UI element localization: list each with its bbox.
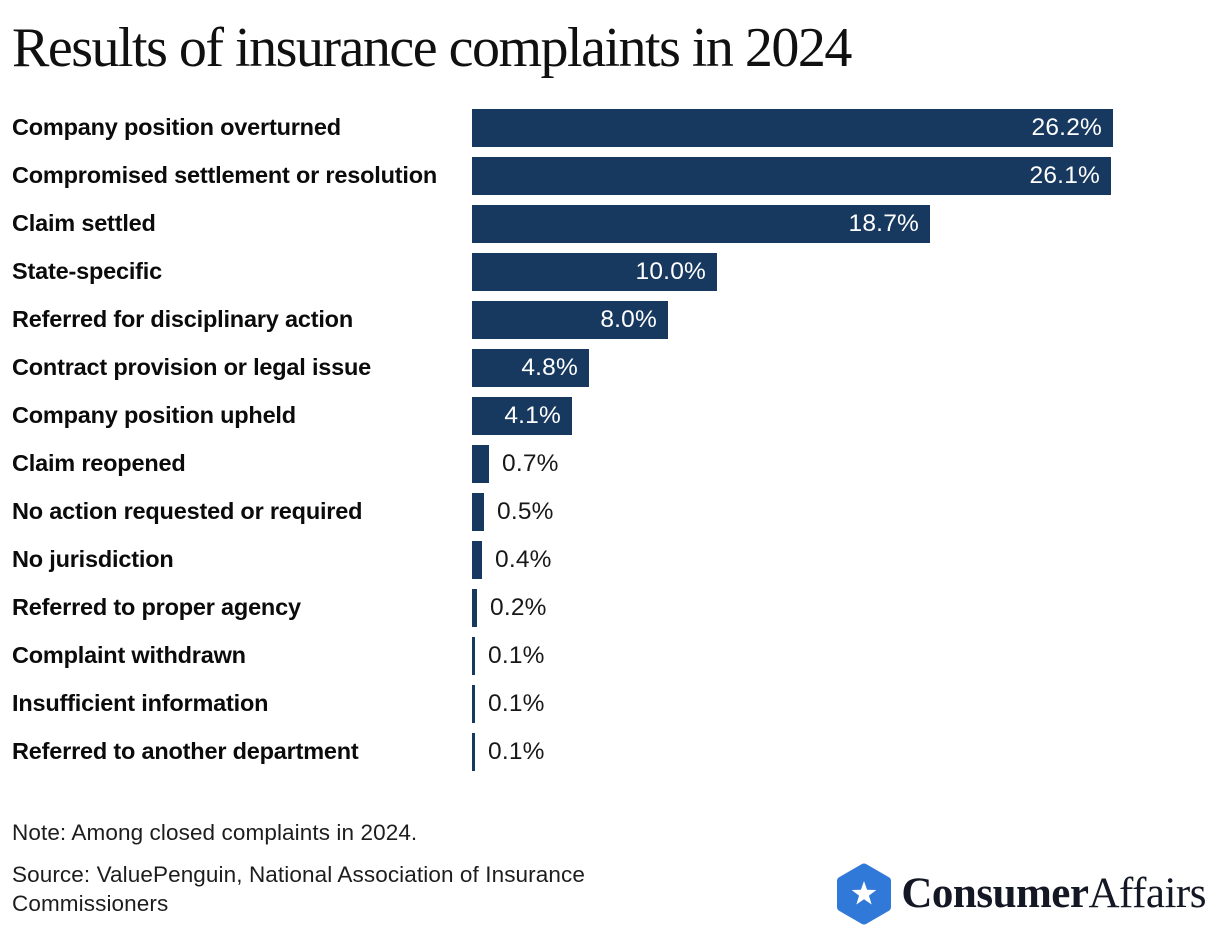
bar-zone: 26.2% (472, 108, 1208, 147)
category-label: Contract provision or legal issue (12, 353, 372, 380)
category-label: No action requested or required (12, 497, 363, 524)
chart-row: Company position overturned 26.2% (12, 104, 1208, 152)
source-text: Source: ValuePenguin, National Associati… (12, 861, 585, 917)
bar (472, 540, 482, 579)
bar-chart: Company position overturned 26.2% Compro… (12, 104, 1208, 776)
consumeraffairs-logo: ConsumerAffairs (834, 862, 1206, 926)
chart-row: Claim settled 18.7% (12, 200, 1208, 248)
bar-zone: 0.7% (472, 444, 1208, 483)
value-label-outside: 0.2% (490, 593, 547, 621)
value-label-outside: 0.4% (495, 545, 552, 573)
value-label-inside: 10.0% (635, 257, 706, 285)
chart-row: Claim reopened 0.7% (12, 440, 1208, 488)
chart-row: State-specific 10.0% (12, 248, 1208, 296)
value-label-outside: 0.1% (488, 641, 545, 669)
value-label-inside: 4.1% (504, 401, 561, 429)
bar-zone: 4.1% (472, 396, 1208, 435)
chart-title: Results of insurance complaints in 2024 (12, 17, 852, 79)
value-label-inside: 8.0% (600, 305, 657, 333)
bar (472, 588, 477, 627)
bar: 10.0% (472, 252, 717, 291)
value-label-inside: 18.7% (848, 209, 919, 237)
bar (472, 636, 475, 675)
bar: 18.7% (472, 204, 930, 243)
category-label: Insufficient information (12, 689, 269, 716)
bar (472, 684, 475, 723)
category-label: No jurisdiction (12, 545, 174, 572)
category-label: Referred to another department (12, 737, 359, 764)
bar: 4.8% (472, 348, 589, 387)
category-label: Claim reopened (12, 449, 186, 476)
bar-zone: 0.2% (472, 588, 1208, 627)
category-label: Complaint withdrawn (12, 641, 246, 668)
bar (472, 732, 475, 771)
category-label: Claim settled (12, 209, 156, 236)
value-label-outside: 0.1% (488, 737, 545, 765)
bar (472, 444, 489, 483)
chart-row: Contract provision or legal issue 4.8% (12, 344, 1208, 392)
chart-row: Referred to another department 0.1% (12, 728, 1208, 776)
bar: 26.2% (472, 108, 1113, 147)
bar (472, 492, 484, 531)
logo-wordmark-regular: Affairs (1088, 870, 1206, 918)
chart-row: No action requested or required 0.5% (12, 488, 1208, 536)
value-label-inside: 4.8% (521, 353, 578, 381)
value-label-inside: 26.1% (1029, 161, 1100, 189)
chart-row: Referred for disciplinary action 8.0% (12, 296, 1208, 344)
bar-zone: 10.0% (472, 252, 1208, 291)
footer: Source: ValuePenguin, National Associati… (12, 860, 1208, 926)
bar-zone: 26.1% (472, 156, 1208, 195)
category-label: State-specific (12, 257, 163, 284)
logo-wordmark: ConsumerAffairs (901, 869, 1206, 918)
bar-zone: 0.5% (472, 492, 1208, 531)
bar-zone: 0.4% (472, 540, 1208, 579)
bar: 4.1% (472, 396, 572, 435)
bar-zone: 4.8% (472, 348, 1208, 387)
value-label-outside: 0.5% (497, 497, 554, 525)
value-label-outside: 0.7% (502, 449, 559, 477)
category-label: Referred for disciplinary action (12, 305, 353, 332)
hexagon-star-icon (837, 863, 892, 925)
category-label: Compromised settlement or resolution (12, 161, 438, 188)
category-label: Referred to proper agency (12, 593, 301, 620)
note-text: Note: Among closed complaints in 2024. (12, 819, 418, 845)
chart-row: Complaint withdrawn 0.1% (12, 632, 1208, 680)
bar-zone: 0.1% (472, 732, 1208, 771)
bar: 8.0% (472, 300, 668, 339)
bar-zone: 18.7% (472, 204, 1208, 243)
bar-zone: 0.1% (472, 684, 1208, 723)
value-label-outside: 0.1% (488, 689, 545, 717)
bar-zone: 8.0% (472, 300, 1208, 339)
chart-row: No jurisdiction 0.4% (12, 536, 1208, 584)
bar-zone: 0.1% (472, 636, 1208, 675)
logo-wordmark-bold: Consumer (901, 870, 1089, 918)
bar: 26.1% (472, 156, 1111, 195)
chart-row: Referred to proper agency 0.2% (12, 584, 1208, 632)
category-label: Company position upheld (12, 401, 296, 428)
chart-row: Compromised settlement or resolution 26.… (12, 152, 1208, 200)
chart-row: Company position upheld 4.1% (12, 392, 1208, 440)
value-label-inside: 26.2% (1031, 113, 1102, 141)
chart-row: Insufficient information 0.1% (12, 680, 1208, 728)
category-label: Company position overturned (12, 113, 341, 140)
